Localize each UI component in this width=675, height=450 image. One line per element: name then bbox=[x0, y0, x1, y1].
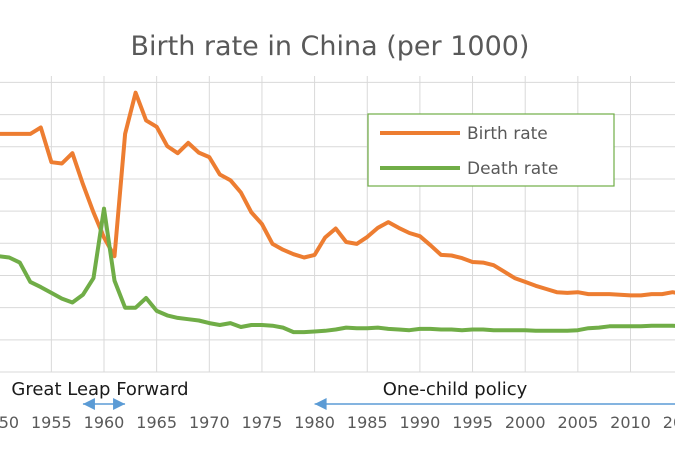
x-tick-label: 1990 bbox=[400, 413, 441, 432]
x-tick-label: 1975 bbox=[242, 413, 283, 432]
x-tick-label: 1970 bbox=[189, 413, 230, 432]
one-child-policy-label: One-child policy bbox=[383, 379, 528, 400]
great-leap-forward-label: Great Leap Forward bbox=[11, 379, 188, 400]
x-tick-label: 1985 bbox=[347, 413, 388, 432]
annotation-arrowhead bbox=[82, 398, 95, 410]
x-tick-label: 1995 bbox=[452, 413, 493, 432]
birth-rate-line bbox=[0, 90, 675, 298]
death-rate-line bbox=[0, 206, 675, 335]
annotation-layer: Great Leap Forward One-child policy bbox=[11, 379, 675, 410]
x-tick-label: 2015 bbox=[663, 413, 675, 432]
annotation-arrowhead bbox=[314, 398, 327, 410]
legend-box bbox=[367, 113, 615, 187]
x-tick-label: 1980 bbox=[294, 413, 335, 432]
x-tick-label: 2000 bbox=[505, 413, 546, 432]
chart-title: Birth rate in China (per 1000) bbox=[131, 31, 530, 62]
legend-label: Birth rate bbox=[467, 124, 548, 144]
x-axis-ticks: 1950 1955 1960 1965 1970 1975 1980 1985 1990 1995… bbox=[0, 413, 675, 432]
x-tick-label: 1950 bbox=[0, 413, 19, 432]
legend-label: Death rate bbox=[467, 159, 558, 179]
x-tick-label: 1955 bbox=[31, 413, 72, 432]
series-layer bbox=[0, 90, 675, 335]
x-tick-label: 2005 bbox=[557, 413, 598, 432]
legend: Birth rate Death rate bbox=[367, 113, 615, 187]
x-tick-label: 2010 bbox=[610, 413, 651, 432]
x-tick-label: 1960 bbox=[84, 413, 125, 432]
x-tick-label: 1965 bbox=[136, 413, 177, 432]
annotation-arrowhead bbox=[113, 398, 126, 410]
